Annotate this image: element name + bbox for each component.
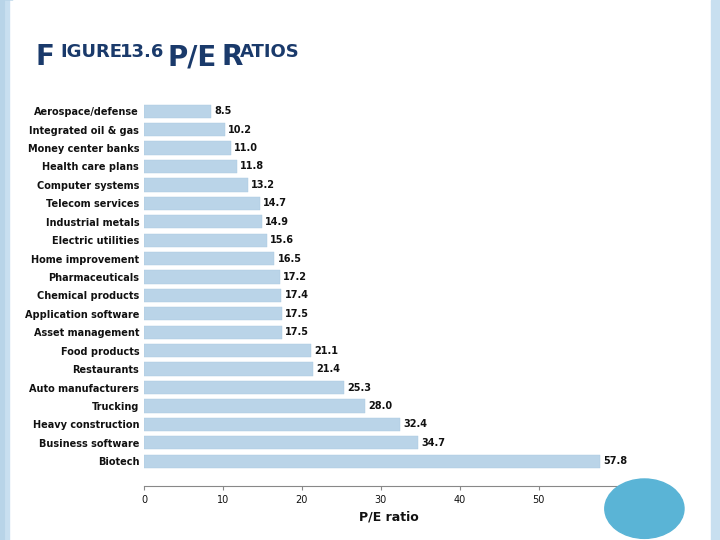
Bar [144, 271, 280, 284]
Text: 13.6: 13.6 [120, 43, 165, 61]
Text: 32.4: 32.4 [403, 420, 427, 429]
Text: R: R [221, 43, 243, 71]
Text: 14.9: 14.9 [265, 217, 289, 227]
Text: 10.2: 10.2 [228, 125, 252, 134]
Bar [144, 252, 274, 265]
Text: 16.5: 16.5 [277, 254, 302, 264]
Text: 11.0: 11.0 [234, 143, 258, 153]
Bar [144, 326, 282, 339]
Text: 34.7: 34.7 [421, 438, 445, 448]
Text: P/E: P/E [168, 43, 217, 71]
Text: 17.5: 17.5 [285, 309, 310, 319]
Text: 8.5: 8.5 [215, 106, 232, 116]
Text: 21.4: 21.4 [316, 364, 340, 374]
Text: 13.2: 13.2 [251, 180, 275, 190]
Text: 28.0: 28.0 [368, 401, 392, 411]
Text: 14.7: 14.7 [264, 198, 287, 208]
Bar [144, 381, 343, 394]
Bar [144, 362, 313, 376]
Bar [144, 344, 310, 357]
Text: 57.8: 57.8 [603, 456, 628, 466]
Bar [144, 141, 231, 154]
Bar [144, 307, 282, 320]
Bar [144, 399, 365, 413]
Bar [144, 105, 211, 118]
Bar [144, 123, 225, 136]
Text: 21.1: 21.1 [314, 346, 338, 356]
Bar [144, 289, 282, 302]
Text: 25.3: 25.3 [347, 382, 371, 393]
Bar [144, 418, 400, 431]
Bar [144, 233, 267, 247]
Text: F: F [36, 43, 55, 71]
Text: 17.5: 17.5 [285, 327, 310, 338]
Text: ATIOS: ATIOS [240, 43, 300, 61]
Bar [144, 436, 418, 449]
Bar [144, 160, 237, 173]
Bar [144, 197, 260, 210]
Bar [144, 178, 248, 192]
Text: 11.8: 11.8 [240, 161, 264, 172]
Text: 17.2: 17.2 [283, 272, 307, 282]
Text: 15.6: 15.6 [270, 235, 294, 245]
Text: IGURE: IGURE [60, 43, 122, 61]
Bar [144, 215, 261, 228]
Text: 17.4: 17.4 [284, 291, 309, 300]
Bar [144, 455, 600, 468]
X-axis label: P/E ratio: P/E ratio [359, 511, 418, 524]
